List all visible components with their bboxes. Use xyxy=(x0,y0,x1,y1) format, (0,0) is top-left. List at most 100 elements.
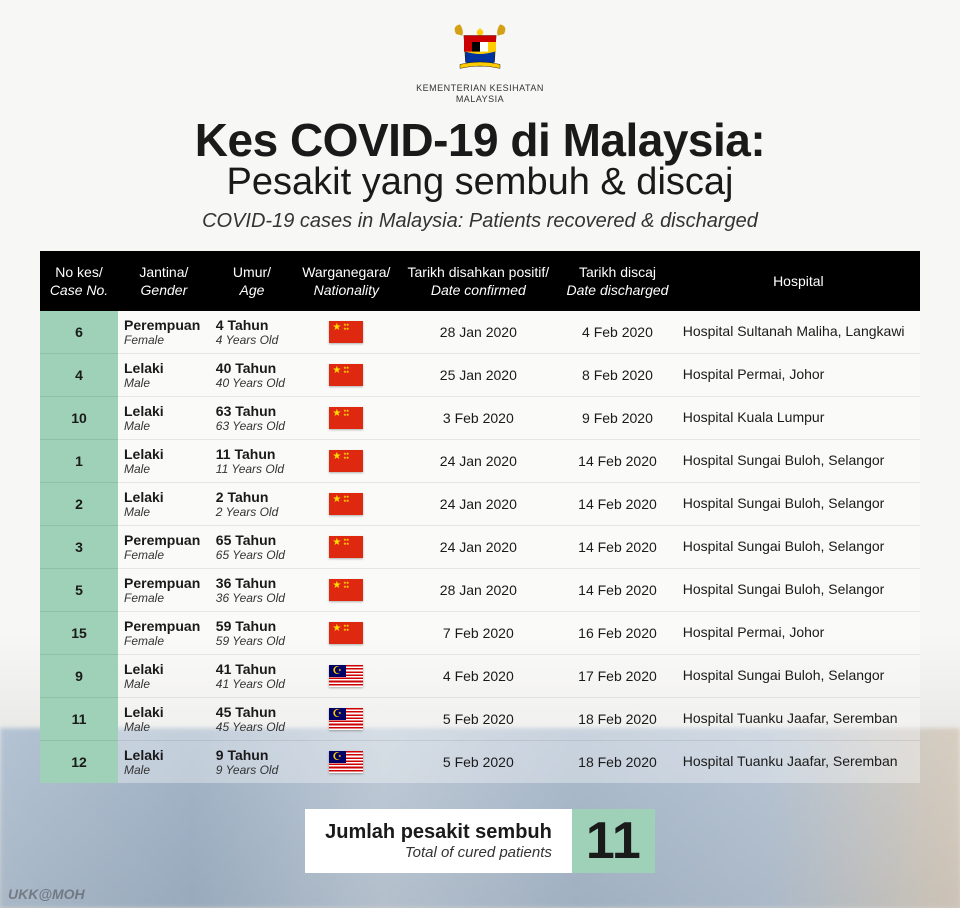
case-number: 3 xyxy=(40,525,118,568)
age-cell: 11 Tahun11 Years Old xyxy=(210,439,294,482)
hospital-cell: Hospital Sungai Buloh, Selangor xyxy=(677,525,920,568)
watermark: UKK@MOH xyxy=(8,886,85,902)
date-confirmed: 24 Jan 2020 xyxy=(398,525,558,568)
hospital-cell: Hospital Sungai Buloh, Selangor xyxy=(677,654,920,697)
china-flag-icon xyxy=(329,321,363,343)
column-header: Jantina/Gender xyxy=(118,251,210,311)
date-discharged: 18 Feb 2020 xyxy=(558,740,677,783)
table-row: 3PerempuanFemale65 Tahun65 Years Old24 J… xyxy=(40,525,920,568)
case-number: 4 xyxy=(40,353,118,396)
date-discharged: 18 Feb 2020 xyxy=(558,697,677,740)
table-row: 10LelakiMale63 Tahun63 Years Old3 Feb 20… xyxy=(40,396,920,439)
summary-value: 11 xyxy=(572,809,655,873)
hospital-cell: Hospital Tuanku Jaafar, Seremban xyxy=(677,697,920,740)
nationality-cell xyxy=(294,482,398,525)
ministry-name: KEMENTERIAN KESIHATAN MALAYSIA xyxy=(40,83,920,105)
malaysia-flag-icon xyxy=(329,665,363,687)
gender-cell: PerempuanFemale xyxy=(118,525,210,568)
table-row: 6PerempuanFemale4 Tahun4 Years Old28 Jan… xyxy=(40,311,920,354)
ministry-line1: KEMENTERIAN KESIHATAN xyxy=(416,83,544,93)
title-main: Kes COVID-19 di Malaysia: xyxy=(40,113,920,167)
title-sub: Pesakit yang sembuh & discaj xyxy=(40,161,920,204)
summary-label-ms: Jumlah pesakit sembuh xyxy=(325,821,552,844)
date-discharged: 17 Feb 2020 xyxy=(558,654,677,697)
table-body: 6PerempuanFemale4 Tahun4 Years Old28 Jan… xyxy=(40,311,920,783)
nationality-cell xyxy=(294,525,398,568)
gender-cell: PerempuanFemale xyxy=(118,611,210,654)
china-flag-icon xyxy=(329,364,363,386)
infographic-page: KEMENTERIAN KESIHATAN MALAYSIA Kes COVID… xyxy=(0,0,960,873)
coat-of-arms-icon xyxy=(40,18,920,79)
date-discharged: 4 Feb 2020 xyxy=(558,311,677,354)
nationality-cell xyxy=(294,611,398,654)
age-cell: 36 Tahun36 Years Old xyxy=(210,568,294,611)
table-row: 15PerempuanFemale59 Tahun59 Years Old 7 F… xyxy=(40,611,920,654)
nationality-cell xyxy=(294,654,398,697)
gender-cell: LelakiMale xyxy=(118,353,210,396)
column-header: Tarikh discajDate discharged xyxy=(558,251,677,311)
nationality-cell xyxy=(294,697,398,740)
china-flag-icon xyxy=(329,622,363,644)
cases-table: No kes/Case No.Jantina/GenderUmur/AgeWar… xyxy=(40,251,920,783)
table-row: 5PerempuanFemale36 Tahun36 Years Old28 J… xyxy=(40,568,920,611)
hospital-cell: Hospital Permai, Johor xyxy=(677,353,920,396)
table-row: 11LelakiMale45 Tahun45 Years Old5 Feb 20… xyxy=(40,697,920,740)
age-cell: 63 Tahun63 Years Old xyxy=(210,396,294,439)
nationality-cell xyxy=(294,353,398,396)
nationality-cell xyxy=(294,439,398,482)
age-cell: 2 Tahun2 Years Old xyxy=(210,482,294,525)
column-header: Tarikh disahkan positif/Date confirmed xyxy=(398,251,558,311)
gender-cell: PerempuanFemale xyxy=(118,311,210,354)
case-number: 12 xyxy=(40,740,118,783)
case-number: 9 xyxy=(40,654,118,697)
nationality-cell xyxy=(294,311,398,354)
case-number: 2 xyxy=(40,482,118,525)
date-confirmed: 24 Jan 2020 xyxy=(398,439,558,482)
date-discharged: 9 Feb 2020 xyxy=(558,396,677,439)
age-cell: 40 Tahun40 Years Old xyxy=(210,353,294,396)
nationality-cell xyxy=(294,568,398,611)
column-header: Warganegara/Nationality xyxy=(294,251,398,311)
china-flag-icon xyxy=(329,450,363,472)
malaysia-flag-icon xyxy=(329,708,363,730)
date-confirmed: 25 Jan 2020 xyxy=(398,353,558,396)
gender-cell: LelakiMale xyxy=(118,396,210,439)
case-number: 1 xyxy=(40,439,118,482)
summary-label-en: Total of cured patients xyxy=(325,844,552,861)
hospital-cell: Hospital Sungai Buloh, Selangor xyxy=(677,439,920,482)
column-header: Umur/Age xyxy=(210,251,294,311)
gender-cell: LelakiMale xyxy=(118,654,210,697)
hospital-cell: Hospital Sungai Buloh, Selangor xyxy=(677,568,920,611)
date-confirmed: 5 Feb 2020 xyxy=(398,740,558,783)
summary-label: Jumlah pesakit sembuh Total of cured pat… xyxy=(305,809,572,873)
age-cell: 9 Tahun9 Years Old xyxy=(210,740,294,783)
hospital-cell: Hospital Tuanku Jaafar, Seremban xyxy=(677,740,920,783)
column-header: No kes/Case No. xyxy=(40,251,118,311)
gender-cell: LelakiMale xyxy=(118,482,210,525)
china-flag-icon xyxy=(329,536,363,558)
table-header: No kes/Case No.Jantina/GenderUmur/AgeWar… xyxy=(40,251,920,311)
gender-cell: LelakiMale xyxy=(118,740,210,783)
date-confirmed: 24 Jan 2020 xyxy=(398,482,558,525)
age-cell: 59 Tahun59 Years Old xyxy=(210,611,294,654)
case-number: 15 xyxy=(40,611,118,654)
china-flag-icon xyxy=(329,579,363,601)
date-confirmed: 28 Jan 2020 xyxy=(398,311,558,354)
gender-cell: LelakiMale xyxy=(118,439,210,482)
table-row: 4LelakiMale40 Tahun40 Years Old 25 Jan 20… xyxy=(40,353,920,396)
date-confirmed: 5 Feb 2020 xyxy=(398,697,558,740)
age-cell: 41 Tahun41 Years Old xyxy=(210,654,294,697)
date-discharged: 14 Feb 2020 xyxy=(558,439,677,482)
date-confirmed: 7 Feb 2020 xyxy=(398,611,558,654)
china-flag-icon xyxy=(329,407,363,429)
date-confirmed: 28 Jan 2020 xyxy=(398,568,558,611)
nationality-cell xyxy=(294,740,398,783)
column-header: Hospital xyxy=(677,251,920,311)
table-row: 1LelakiMale11 Tahun11 Years Old 24 Jan 20… xyxy=(40,439,920,482)
date-discharged: 14 Feb 2020 xyxy=(558,568,677,611)
nationality-cell xyxy=(294,396,398,439)
hospital-cell: Hospital Sultanah Maliha, Langkawi xyxy=(677,311,920,354)
table-row: 9LelakiMale41 Tahun41 Years Old 4 Feb 202… xyxy=(40,654,920,697)
date-discharged: 8 Feb 2020 xyxy=(558,353,677,396)
date-confirmed: 4 Feb 2020 xyxy=(398,654,558,697)
